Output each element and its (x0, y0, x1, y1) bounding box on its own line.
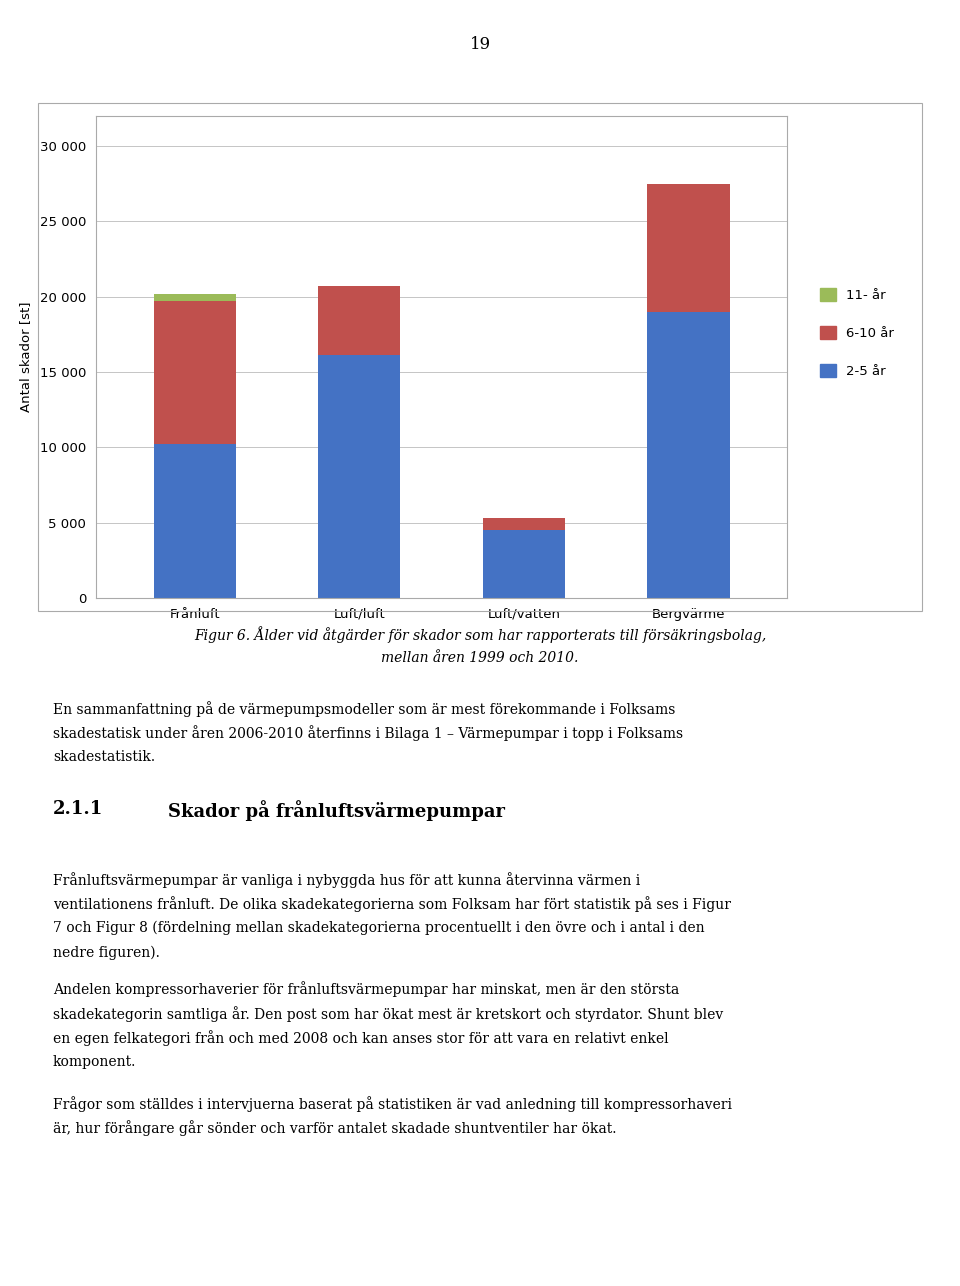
Text: är, hur förångare går sönder och varför antalet skadade shuntventiler har ökat.: är, hur förångare går sönder och varför … (53, 1120, 616, 1136)
Bar (154, 293, 236, 301)
Text: Skador på frånluftsvärmepumpar: Skador på frånluftsvärmepumpar (168, 800, 505, 820)
Text: 7 och Figur 8 (fördelning mellan skadekategorierna procentuellt i den övre och i: 7 och Figur 8 (fördelning mellan skadeka… (53, 921, 705, 935)
Bar (318, 355, 400, 598)
Text: Frågor som ställdes i intervjuerna baserat på statistiken är vad anledning till : Frågor som ställdes i intervjuerna baser… (53, 1096, 732, 1111)
Text: skadekategorin samtliga år. Den post som har ökat mest är kretskort och styrdato: skadekategorin samtliga år. Den post som… (53, 1006, 723, 1021)
Bar (154, 301, 236, 444)
Text: mellan åren 1999 och 2010.: mellan åren 1999 och 2010. (381, 651, 579, 665)
Text: skadestatisk under åren 2006-2010 återfinns i Bilaga 1 – Värmepumpar i topp i Fo: skadestatisk under åren 2006-2010 återfi… (53, 725, 683, 741)
Text: ventilationens frånluft. De olika skadekategorierna som Folksam har fört statist: ventilationens frånluft. De olika skadek… (53, 896, 731, 912)
Text: Figur 6. Ålder vid åtgärder för skador som har rapporterats till försäkringsbola: Figur 6. Ålder vid åtgärder för skador s… (194, 626, 766, 643)
Legend: 11- år, 6-10 år, 2-5 år: 11- år, 6-10 år, 2-5 år (814, 283, 900, 383)
Text: 19: 19 (469, 36, 491, 53)
Text: komponent.: komponent. (53, 1055, 136, 1069)
Bar (647, 184, 730, 311)
Text: Andelen kompressorhaverier för frånluftsvärmepumpar har minskat, men är den stör: Andelen kompressorhaverier för frånlufts… (53, 981, 679, 997)
Bar (483, 518, 565, 530)
Y-axis label: Antal skador [st]: Antal skador [st] (18, 302, 32, 412)
Bar (318, 285, 400, 355)
Text: skadestatistik.: skadestatistik. (53, 750, 155, 764)
Bar (483, 530, 565, 598)
Text: en egen felkategori från och med 2008 och kan anses stor för att vara en relativ: en egen felkategori från och med 2008 oc… (53, 1030, 668, 1046)
Bar (647, 311, 730, 598)
Bar (154, 444, 236, 598)
Text: Frånluftsvärmepumpar är vanliga i nybyggda hus för att kunna återvinna värmen i: Frånluftsvärmepumpar är vanliga i nybygg… (53, 872, 640, 887)
Text: En sammanfattning på de värmepumpsmodeller som är mest förekommande i Folksams: En sammanfattning på de värmepumpsmodell… (53, 701, 675, 716)
Text: nedre figuren).: nedre figuren). (53, 945, 159, 959)
Text: 2.1.1: 2.1.1 (53, 800, 103, 818)
